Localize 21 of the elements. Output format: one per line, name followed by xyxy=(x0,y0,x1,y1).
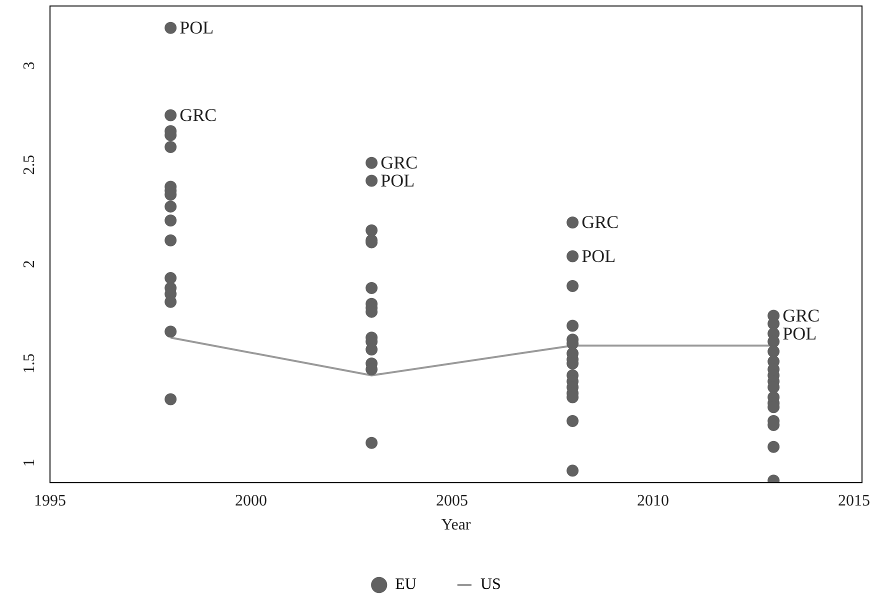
x-tick-label: 2015 xyxy=(838,492,870,510)
x-tick-label: 1995 xyxy=(34,492,66,510)
annotation: GRC xyxy=(582,212,619,232)
legend-label: EU xyxy=(395,576,417,594)
x-axis-title: Year xyxy=(441,516,472,534)
annotation: POL xyxy=(180,18,214,38)
y-tick-label: 3 xyxy=(21,62,38,70)
y-tick-label: 2.5 xyxy=(21,154,38,175)
legend-label: US xyxy=(480,576,501,594)
y-tick-label: 1 xyxy=(21,458,38,467)
x-tick-label: 2010 xyxy=(636,492,669,510)
x-tick-label: 2000 xyxy=(234,492,267,510)
annotation: GRC xyxy=(180,104,217,125)
annotation: GRC xyxy=(380,152,418,173)
annotation: GRC xyxy=(782,306,820,326)
x-tick-label: 2005 xyxy=(436,492,468,510)
y-tick-label: 1.5 xyxy=(21,353,38,374)
y-tick-label: 2 xyxy=(21,260,38,268)
annotation: POL xyxy=(380,170,415,190)
annotation: POL xyxy=(782,323,817,344)
annotation: POL xyxy=(582,246,616,266)
